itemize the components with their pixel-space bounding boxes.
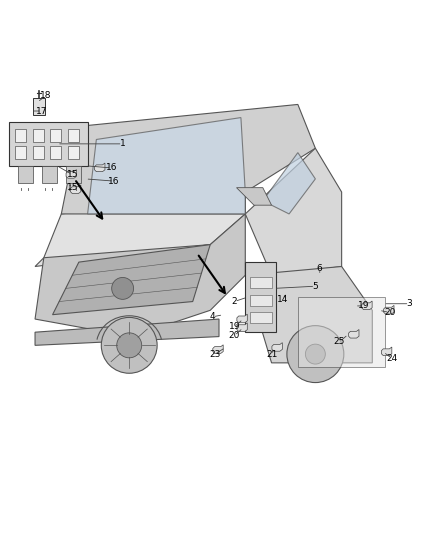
Text: 6: 6 bbox=[317, 264, 323, 273]
Polygon shape bbox=[381, 347, 392, 356]
Polygon shape bbox=[61, 104, 315, 214]
Text: 3: 3 bbox=[406, 299, 413, 308]
FancyBboxPatch shape bbox=[33, 128, 44, 142]
Polygon shape bbox=[237, 188, 272, 205]
Text: 19: 19 bbox=[229, 322, 240, 332]
Polygon shape bbox=[88, 118, 245, 214]
Polygon shape bbox=[66, 169, 77, 178]
Circle shape bbox=[112, 278, 134, 300]
Text: 5: 5 bbox=[312, 282, 318, 290]
Polygon shape bbox=[349, 329, 359, 338]
Polygon shape bbox=[237, 323, 247, 332]
Text: 20: 20 bbox=[229, 331, 240, 340]
FancyBboxPatch shape bbox=[68, 146, 79, 159]
Circle shape bbox=[117, 333, 141, 358]
Polygon shape bbox=[35, 319, 219, 345]
Circle shape bbox=[305, 344, 325, 364]
Text: 20: 20 bbox=[384, 308, 396, 317]
FancyBboxPatch shape bbox=[245, 262, 276, 332]
Text: 4: 4 bbox=[210, 312, 215, 321]
Circle shape bbox=[287, 326, 344, 383]
Text: 2: 2 bbox=[232, 297, 237, 306]
FancyBboxPatch shape bbox=[33, 146, 44, 159]
Text: 16: 16 bbox=[106, 164, 117, 173]
Polygon shape bbox=[237, 314, 247, 323]
Polygon shape bbox=[263, 152, 315, 214]
FancyBboxPatch shape bbox=[15, 128, 26, 142]
FancyBboxPatch shape bbox=[66, 166, 81, 183]
Text: 19: 19 bbox=[358, 302, 369, 310]
FancyBboxPatch shape bbox=[15, 146, 26, 159]
Polygon shape bbox=[35, 214, 245, 336]
Circle shape bbox=[101, 318, 157, 373]
Text: 25: 25 bbox=[334, 337, 345, 346]
FancyBboxPatch shape bbox=[50, 128, 61, 142]
FancyBboxPatch shape bbox=[9, 122, 88, 166]
Text: 15: 15 bbox=[67, 170, 78, 179]
Polygon shape bbox=[245, 148, 342, 275]
FancyBboxPatch shape bbox=[250, 278, 272, 288]
Polygon shape bbox=[35, 192, 245, 266]
Text: 18: 18 bbox=[40, 91, 52, 100]
Polygon shape bbox=[95, 163, 105, 172]
Polygon shape bbox=[53, 245, 210, 314]
Polygon shape bbox=[272, 343, 283, 351]
Polygon shape bbox=[213, 345, 223, 353]
Polygon shape bbox=[245, 266, 372, 363]
Text: 14: 14 bbox=[277, 295, 288, 304]
FancyBboxPatch shape bbox=[68, 128, 79, 142]
Polygon shape bbox=[71, 185, 81, 193]
Text: 21: 21 bbox=[266, 351, 277, 359]
Text: 15: 15 bbox=[67, 183, 78, 192]
FancyBboxPatch shape bbox=[18, 166, 33, 183]
Text: 16: 16 bbox=[108, 176, 120, 185]
Text: 24: 24 bbox=[386, 354, 398, 363]
Polygon shape bbox=[362, 301, 372, 310]
FancyBboxPatch shape bbox=[42, 166, 57, 183]
Text: 17: 17 bbox=[36, 107, 47, 116]
FancyBboxPatch shape bbox=[298, 297, 385, 367]
FancyBboxPatch shape bbox=[250, 312, 272, 324]
Text: 23: 23 bbox=[209, 350, 220, 359]
FancyBboxPatch shape bbox=[33, 98, 45, 115]
FancyBboxPatch shape bbox=[250, 295, 272, 306]
FancyBboxPatch shape bbox=[50, 146, 61, 159]
Polygon shape bbox=[384, 305, 394, 314]
Text: 1: 1 bbox=[120, 139, 126, 148]
